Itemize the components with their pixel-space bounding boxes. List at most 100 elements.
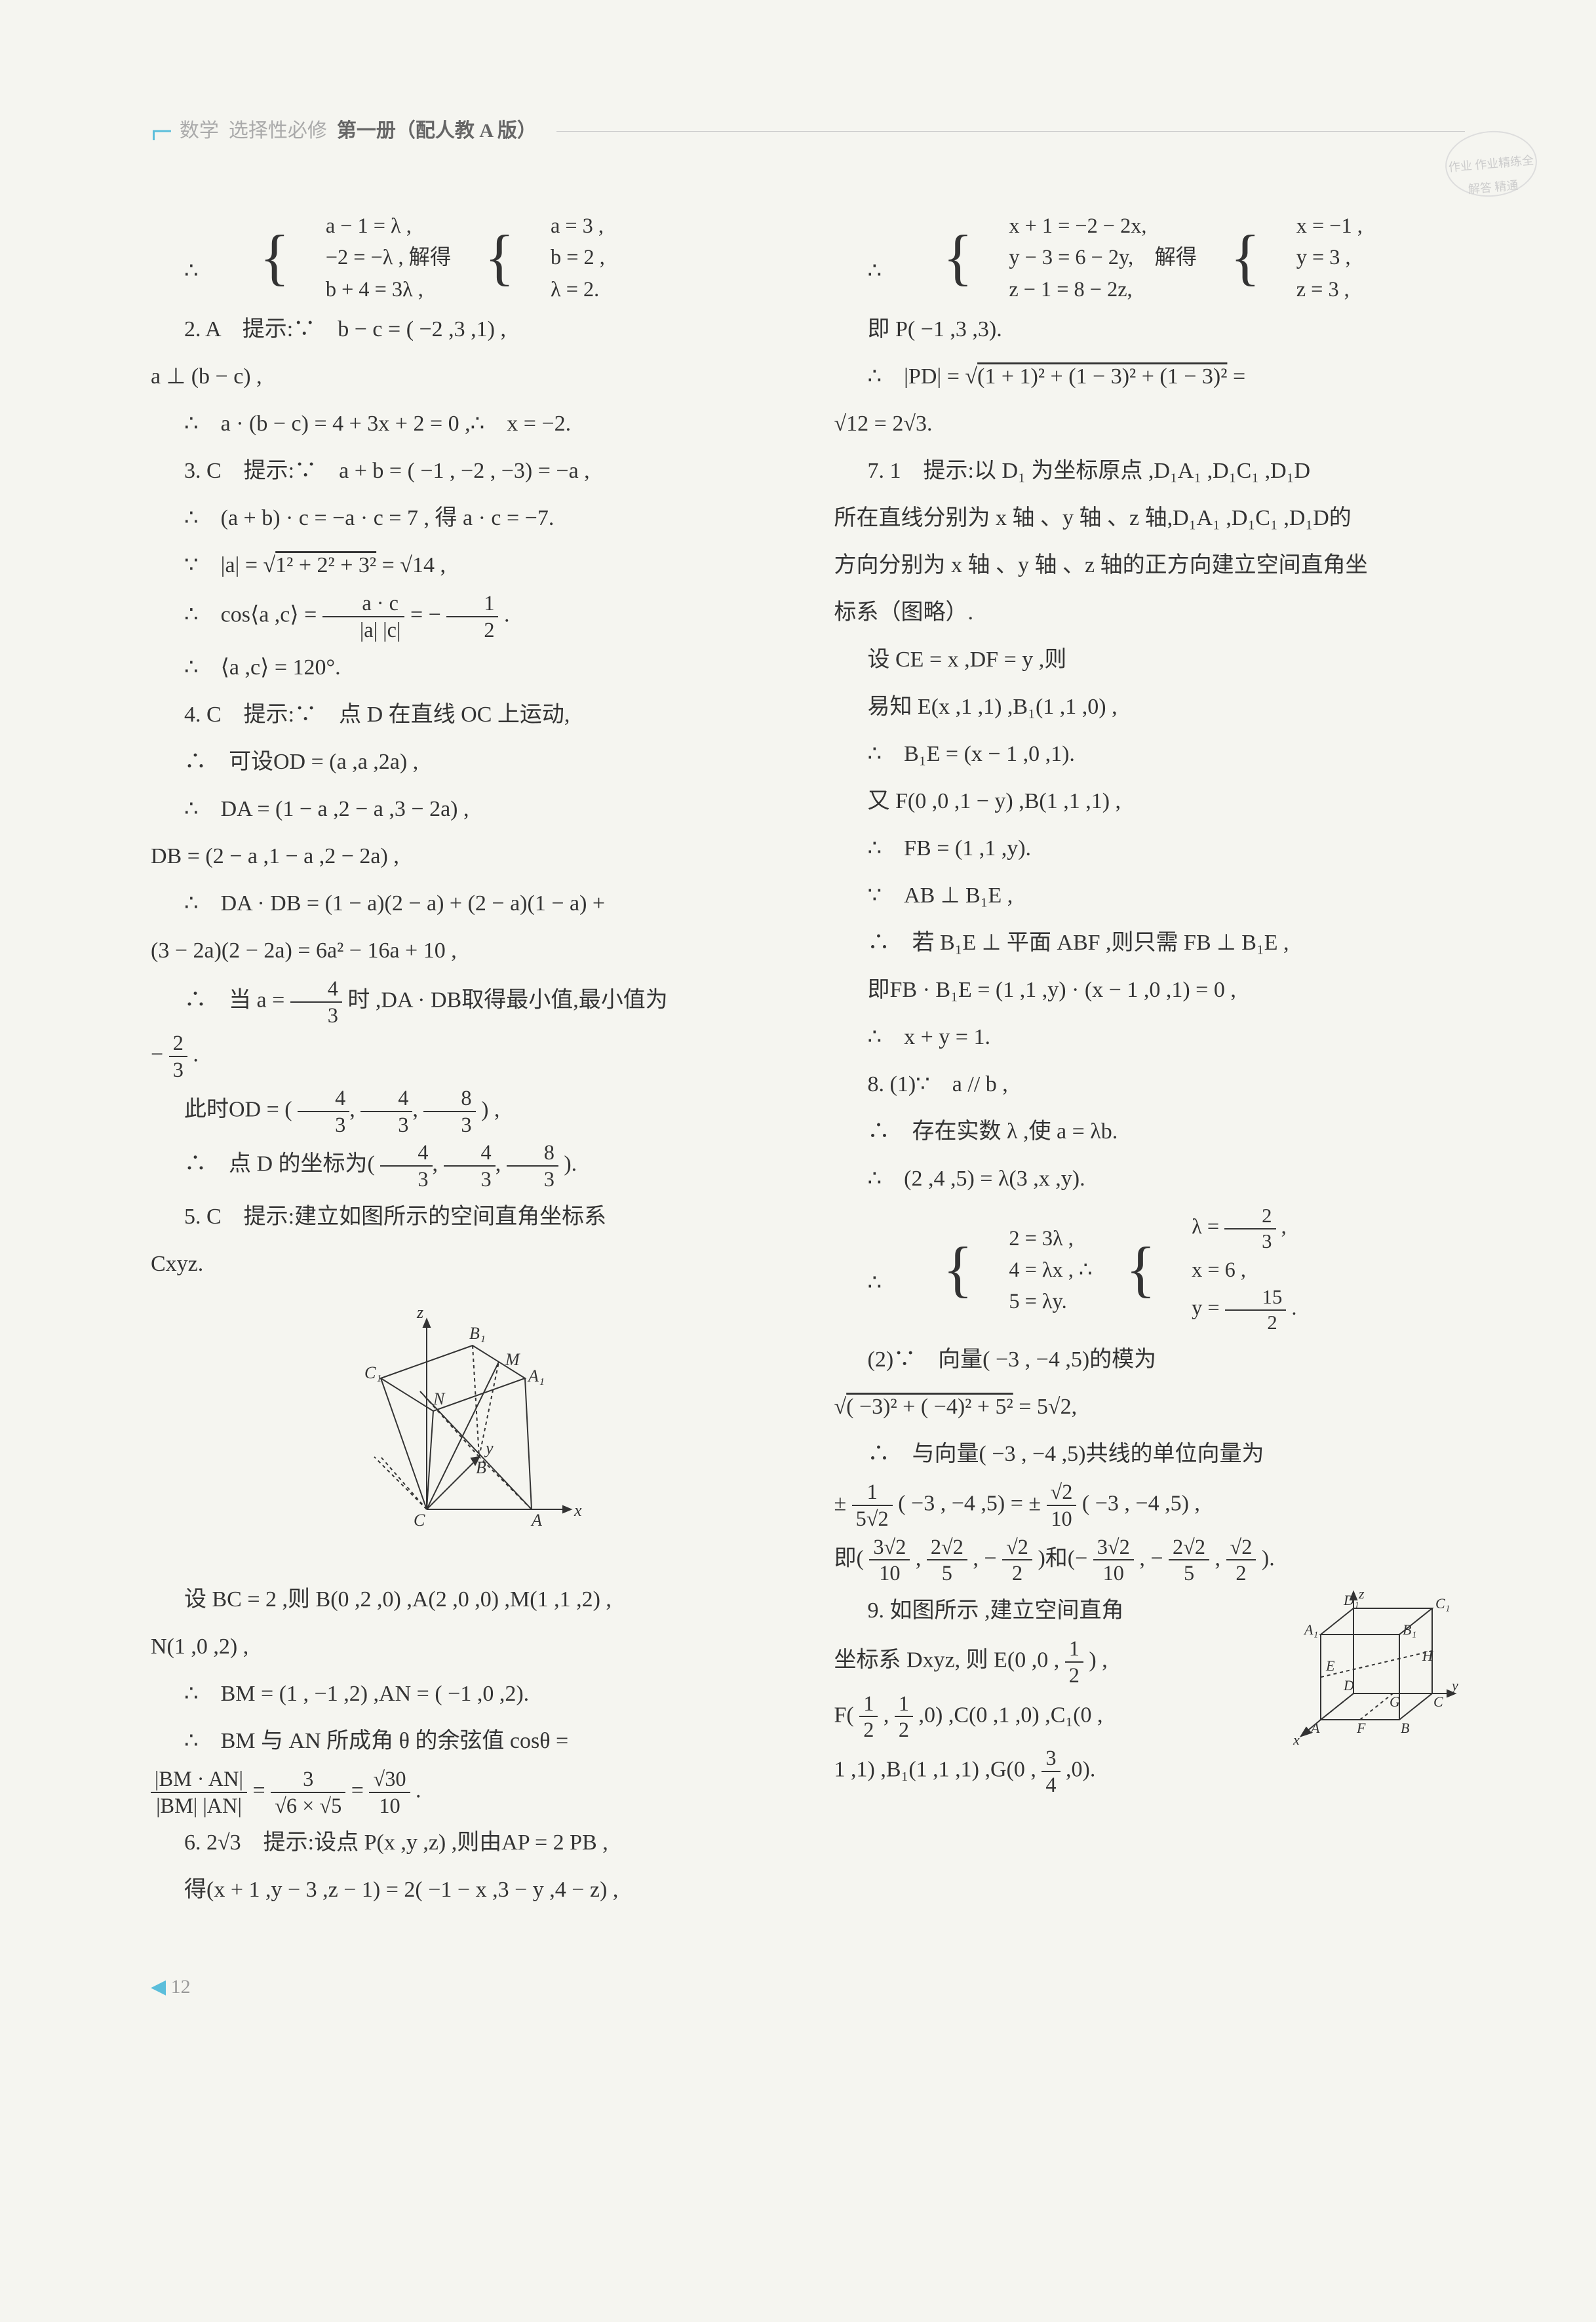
numerator: 4 <box>360 1085 412 1112</box>
math-line: 设 BC = 2 ,则 B(0 ,2 ,0) ,A(2 ,0 ,0) ,M(1 … <box>151 1577 782 1622</box>
denominator: 3 <box>444 1167 496 1192</box>
math-line: ∴ cos⟨a ,c⟩ = a · c|a| |c| = − 12 . <box>151 590 782 643</box>
denominator: 2 <box>895 1717 913 1743</box>
eq: −2 = −λ , 解得 <box>292 241 451 273</box>
text: 坐标系 Dxyz, 则 E(0 ,0 , <box>834 1648 1060 1673</box>
fraction: 12 <box>1065 1636 1083 1688</box>
denominator: 10 <box>369 1793 410 1819</box>
left-column: ∴ { a − 1 = λ , −2 = −λ , 解得 b + 4 = 3λ … <box>151 210 782 1915</box>
math-line: ∴ { a − 1 = λ , −2 = −λ , 解得 b + 4 = 3λ … <box>151 210 782 305</box>
eq: 4 = λx , ∴ <box>975 1254 1092 1285</box>
denominator: 3 <box>507 1167 558 1192</box>
numerator: 2√2 <box>927 1534 967 1561</box>
eq: x + 1 = −2 − 2x, <box>975 210 1197 241</box>
math-line: ∴ BM = (1 , −1 ,2) ,AN = ( −1 ,0 ,2). <box>151 1672 782 1716</box>
fraction: |BM · AN||BM| |AN| <box>151 1766 247 1819</box>
text: ). <box>1262 1546 1275 1570</box>
math-line: ∴ 若 B₁E ⊥ 平面 ABF ,则只需 FB ⊥ B₁E , <box>834 921 1466 965</box>
denominator: 2 <box>1226 1560 1256 1586</box>
eq: x = 6 , <box>1158 1254 1296 1285</box>
math-line: 方向分别为 x 轴 、y 轴 、z 轴的正方向建立空间直角坐 <box>834 543 1466 588</box>
text: ± <box>834 1492 852 1516</box>
text: ). <box>564 1152 577 1176</box>
point-label: D <box>1343 1677 1354 1693</box>
sqrt-content: ( −3)² + ( −4)² + 5² <box>846 1395 1013 1419</box>
numerator: √30 <box>369 1766 410 1793</box>
denominator: 3 <box>290 1003 342 1028</box>
numerator: 4 <box>444 1140 496 1167</box>
numerator: a · c <box>322 590 405 617</box>
text: 1 ,1) ,B₁(1 ,1 ,1) ,G(0 , <box>834 1758 1036 1782</box>
text: , <box>1215 1546 1221 1570</box>
fraction: 43 <box>360 1085 412 1138</box>
brace-system: { 2 = 3λ , 4 = λx , ∴ 5 = λy. { λ = 23 ,… <box>910 1204 1297 1335</box>
point-label: E <box>1325 1657 1335 1674</box>
math-line: 设 CE = x ,DF = y ,则 <box>834 638 1466 682</box>
text: ,0) ,C(0 ,1 ,0) ,C₁(0 , <box>919 1703 1103 1727</box>
text: . <box>1291 1296 1296 1320</box>
text: − <box>151 1043 169 1067</box>
therefore-symbol: ∴ <box>184 259 199 283</box>
fraction: √3010 <box>369 1766 410 1819</box>
fraction: 3√210 <box>1093 1534 1134 1587</box>
axis-label: y <box>1450 1677 1458 1693</box>
text: = <box>1227 364 1245 389</box>
numerator: 1 <box>895 1691 913 1718</box>
fraction: √210 <box>1047 1479 1077 1532</box>
math-line: ∴ { 2 = 3λ , 4 = λx , ∴ 5 = λy. { λ = 23… <box>834 1204 1466 1335</box>
eq: y − 3 = 6 − 2y, 解得 <box>975 241 1197 273</box>
text: = 5√2, <box>1013 1395 1077 1419</box>
text: = <box>252 1778 271 1802</box>
fraction: 3√6 × √5 <box>271 1766 345 1819</box>
math-line: 6. 2√3 提示:设点 P(x ,y ,z) ,则由AP = 2 PB , <box>151 1821 782 1865</box>
text: ,0). <box>1066 1758 1095 1782</box>
denominator: 5 <box>927 1560 967 1586</box>
denominator: 10 <box>1093 1560 1134 1586</box>
denominator: 3 <box>169 1057 187 1083</box>
numerator: 1 <box>859 1691 878 1718</box>
point-label: B <box>476 1458 486 1477</box>
math-line: (2)∵ 向量( −3 , −4 ,5)的模为 <box>834 1338 1466 1382</box>
math-line: √( −3)² + ( −4)² + 5² = 5√2, <box>834 1385 1466 1429</box>
fraction: 2√25 <box>1169 1534 1209 1587</box>
text: √ <box>834 1395 847 1419</box>
math-line: ∴ 当 a = 43 时 ,DA · DB取得最小值,最小值为 <box>151 976 782 1028</box>
fraction: 23 <box>1224 1204 1275 1254</box>
numerator: 4 <box>290 976 342 1003</box>
point-label: F <box>1356 1720 1366 1736</box>
numerator: 4 <box>298 1085 349 1112</box>
point-label: N <box>433 1389 446 1408</box>
point-label: G <box>1390 1693 1400 1710</box>
figure-1: z B₁ M C₁ A₁ N y B C A x <box>151 1306 782 1558</box>
numerator: 4 <box>380 1140 432 1167</box>
fraction: 12 <box>895 1691 913 1743</box>
denominator: 4 <box>1041 1772 1060 1798</box>
math-line: ∴ B₁E = (x − 1 ,0 ,1). <box>834 732 1466 777</box>
denominator: √6 × √5 <box>271 1793 345 1819</box>
text: , <box>916 1546 922 1570</box>
text: ( −3 , −4 ,5) = ± <box>898 1492 1046 1516</box>
numerator: |BM · AN| <box>151 1766 247 1793</box>
fraction: 23 <box>169 1030 187 1083</box>
math-line: 4. C 提示:∵ 点 D 在直线 OC 上运动, <box>151 693 782 737</box>
math-line: ∴ DA · DB = (1 − a)(2 − a) + (2 − a)(1 −… <box>151 881 782 926</box>
text: , <box>1281 1215 1287 1239</box>
numerator: 3√2 <box>1093 1534 1134 1561</box>
denominator: 3 <box>1224 1229 1275 1254</box>
fraction: 12 <box>859 1691 878 1743</box>
math-line: DB = (2 − a ,1 − a ,2 − 2a) , <box>151 834 782 879</box>
math-line: 即 P( −1 ,3 ,3). <box>834 307 1466 352</box>
denominator: 2 <box>1002 1560 1032 1586</box>
denominator: 3 <box>298 1112 349 1138</box>
text: )和(− <box>1038 1546 1087 1570</box>
text: = <box>351 1778 370 1802</box>
numerator: 15 <box>1225 1285 1287 1311</box>
eq: b = 2 , <box>517 241 605 273</box>
text: 即( <box>834 1546 864 1570</box>
text: . <box>416 1778 421 1802</box>
math-line: 易知 E(x ,1 ,1) ,B₁(1 ,1 ,0) , <box>834 685 1466 729</box>
fraction: √22 <box>1226 1534 1256 1587</box>
math-line: ∴ BM 与 AN 所成角 θ 的余弦值 cosθ = <box>151 1719 782 1764</box>
denominator: 10 <box>869 1560 910 1586</box>
math-line: ∴ 可设OD = (a ,a ,2a) , <box>151 740 782 784</box>
